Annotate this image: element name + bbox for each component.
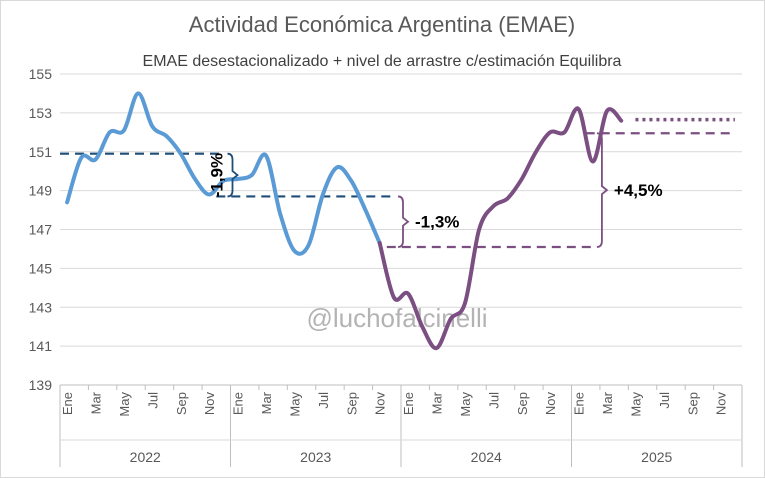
x-tick-label: May [117, 392, 132, 417]
x-tick-label: Nov [714, 392, 729, 416]
y-tick-label: 147 [29, 222, 53, 238]
annotation-bracket [397, 195, 410, 248]
annotations: -1,9% -1,3% +4,5% [208, 132, 663, 248]
year-label: 2022 [130, 449, 161, 465]
axes: 139 141 143 145 147 149 151 153 155 Ene Mar May Jul S… [29, 66, 743, 467]
x-tick-label: Mar [259, 391, 274, 414]
x-tick-label: May [628, 392, 643, 417]
year-label: 2025 [641, 449, 672, 465]
x-tick-label: Nov [202, 392, 217, 416]
y-tick-label: 141 [29, 338, 53, 354]
x-tick-label: Mar [600, 391, 615, 414]
x-tick-label: Ene [231, 392, 246, 415]
y-tick-label: 153 [29, 105, 53, 121]
annotation-label: -1,3% [415, 213, 459, 232]
x-tick-label: Jul [657, 392, 672, 409]
y-tick-label: 139 [29, 377, 53, 393]
watermark: @luchofalcinelli [306, 303, 487, 333]
y-tick-label: 155 [29, 66, 53, 82]
x-tick-label: Jul [486, 392, 501, 409]
series-lines [65, 91, 735, 351]
annotation-label: -1,9% [208, 153, 227, 197]
x-tick-label: Ene [60, 392, 75, 415]
y-tick-label: 143 [29, 299, 53, 315]
year-label: 2024 [471, 449, 502, 465]
x-tick-label: Nov [543, 392, 558, 416]
x-tick-label: Mar [430, 391, 445, 414]
x-tick-label: May [458, 392, 473, 417]
x-tick-label: Jul [145, 392, 160, 409]
chart-title: Actividad Económica Argentina (EMAE) [189, 12, 575, 37]
x-tick-label: Ene [401, 392, 416, 415]
x-tick-label: Sep [174, 392, 189, 415]
annotation-bracket [227, 152, 239, 198]
y-tick-label: 149 [29, 183, 53, 199]
x-tick-label: Nov [373, 392, 388, 416]
x-tick-label: Ene [572, 392, 587, 415]
x-tick-label: Sep [344, 392, 359, 415]
series-line-1 [65, 91, 382, 256]
y-tick-label: 151 [29, 144, 53, 160]
x-tick-label: May [287, 392, 302, 417]
y-tick-label: 145 [29, 260, 53, 276]
annotation-label: +4,5% [614, 181, 663, 200]
x-tick-label: Sep [515, 392, 530, 415]
x-tick-label: Sep [685, 392, 700, 415]
annotation-bracket [596, 132, 609, 248]
series-line-2 [377, 106, 624, 351]
chart-subtitle: EMAE desestacionalizado + nivel de arras… [143, 53, 622, 70]
reference-lines [60, 132, 735, 249]
year-label: 2023 [300, 449, 331, 465]
x-tick-label: Mar [89, 391, 104, 414]
x-tick-label: Jul [316, 392, 331, 409]
